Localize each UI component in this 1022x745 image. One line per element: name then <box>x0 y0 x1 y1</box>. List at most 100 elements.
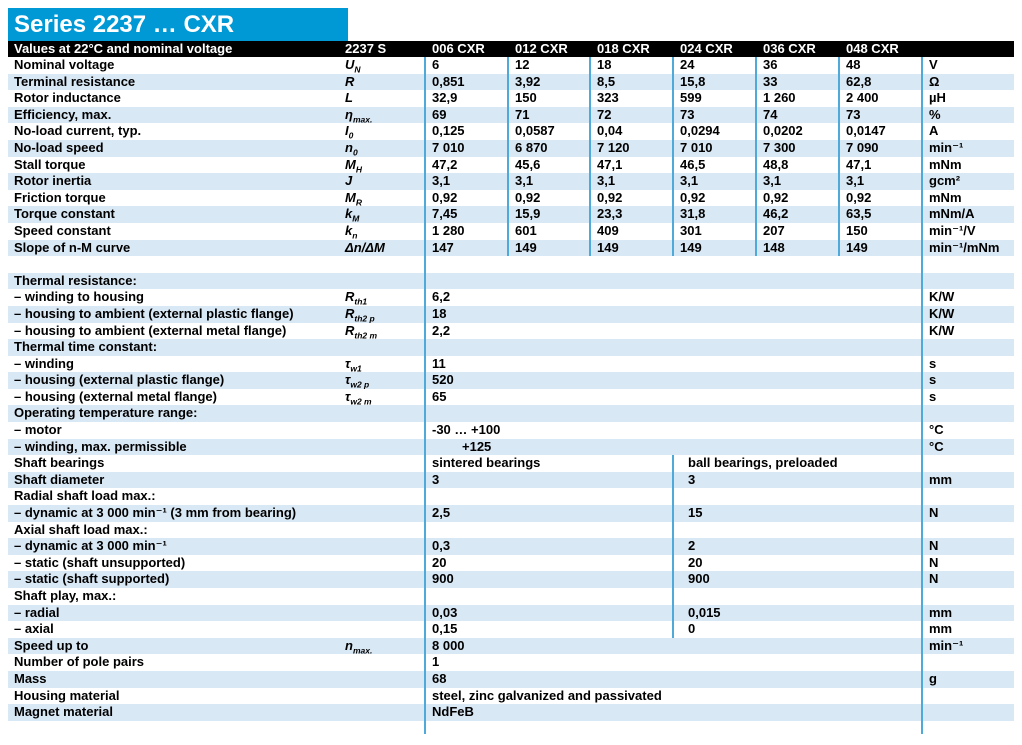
table-row: – radial 0,03 0,015 mm <box>8 604 1014 622</box>
value: 0,851 <box>432 73 465 89</box>
unit: µH <box>929 90 946 106</box>
value: 36 <box>763 57 778 72</box>
symbol: n0 <box>345 139 358 158</box>
value: 601 <box>515 222 537 238</box>
value: 149 <box>846 239 868 255</box>
table-header: Values at 22°C and nominal voltage 2237 … <box>8 41 1014 57</box>
table-row: Housing material steel, zinc galvanized … <box>8 688 1014 705</box>
table-row: – housing to ambient (external metal fla… <box>8 323 1014 340</box>
value: 63,5 <box>846 206 872 222</box>
unit: mm <box>929 621 953 637</box>
value: 0,125 <box>432 123 465 139</box>
unit: K/W <box>929 322 955 338</box>
value-right: ball bearings, preloaded <box>688 455 838 471</box>
value-right: 0,015 <box>688 604 721 620</box>
divider-bearing-split <box>672 455 674 638</box>
value: 65 <box>432 388 447 404</box>
value: 147 <box>432 239 454 255</box>
column-header: 006 CXR <box>432 41 485 56</box>
value-left: 20 <box>432 554 447 570</box>
row-label: – axial <box>14 621 54 637</box>
value: +125 <box>462 438 492 454</box>
value: 7 090 <box>846 139 879 155</box>
unit: min⁻¹/V <box>929 222 976 238</box>
value: 6,2 <box>432 289 451 305</box>
value: 15,8 <box>680 73 706 89</box>
symbol: ηmax. <box>345 106 373 125</box>
symbol: nmax. <box>345 637 373 656</box>
value-left: 3 <box>432 471 440 487</box>
column-header: 048 CXR <box>846 41 899 56</box>
value: 0,0294 <box>680 123 720 139</box>
row-label: Rotor inductance <box>14 90 121 106</box>
unit: g <box>929 670 937 686</box>
value: 3,1 <box>597 173 616 189</box>
value: 1 260 <box>763 90 796 106</box>
value: 73 <box>846 106 861 122</box>
row-label: No-load current, typ. <box>14 123 142 139</box>
value-left: sintered bearings <box>432 455 541 471</box>
value: 3,1 <box>763 173 782 189</box>
series-title: Series 2237 … CXR <box>8 8 348 41</box>
row-label: – dynamic at 3 000 min⁻¹ <box>14 538 167 554</box>
row-label: No-load speed <box>14 139 104 155</box>
unit: V <box>929 57 938 72</box>
row-label: Terminal resistance <box>14 73 136 89</box>
value: 0,92 <box>515 189 541 205</box>
table-row: Speed constant kn 1 280 601 409 301 207 … <box>8 223 1014 240</box>
unit: N <box>929 538 939 554</box>
value-right: 20 <box>688 554 703 570</box>
table-row: Speed up to nmax. 8 000 min⁻¹ <box>8 637 1014 656</box>
row-label: Stall torque <box>14 156 86 172</box>
value: 47,1 <box>846 156 872 172</box>
section-header-row: Axial shaft load max.: <box>8 522 1014 539</box>
table-row: Friction torque MR 0,92 0,92 0,92 0,92 0… <box>8 190 1014 207</box>
value: 3,1 <box>680 173 699 189</box>
value: 73 <box>680 106 695 122</box>
value: 149 <box>680 239 702 255</box>
value: 33 <box>763 73 778 89</box>
table-body: Nominal voltage UN 6 12 18 24 36 48 V Te… <box>8 57 1014 737</box>
table-row: Shaft diameter 3 3 mm <box>8 471 1014 489</box>
value: 0,92 <box>597 189 623 205</box>
unit: K/W <box>929 289 955 305</box>
column-header: 024 CXR <box>680 41 733 56</box>
section-label: Radial shaft load max.: <box>14 488 156 504</box>
table-row: – dynamic at 3 000 min⁻¹ (3 mm from bear… <box>8 505 1014 522</box>
value: 0,0587 <box>515 123 555 139</box>
value: 7 010 <box>432 139 465 155</box>
value: 520 <box>432 372 454 388</box>
value: 323 <box>597 90 619 106</box>
value: 3,1 <box>846 173 865 189</box>
value: 150 <box>515 90 537 106</box>
unit: s <box>929 372 937 388</box>
unit: mNm/A <box>929 206 975 222</box>
table-row: Terminal resistance R 0,851 3,92 8,5 15,… <box>8 73 1014 91</box>
symbol: I0 <box>345 123 354 141</box>
value: 7 010 <box>680 139 713 155</box>
section-label: Shaft play, max.: <box>14 588 117 603</box>
table-row: Mass 68 g <box>8 670 1014 688</box>
row-label: – static (shaft unsupported) <box>14 554 186 570</box>
value: 2,2 <box>432 322 451 338</box>
row-label: Efficiency, max. <box>14 106 112 122</box>
value: 3,1 <box>432 173 451 189</box>
value: 150 <box>846 222 868 238</box>
value: 71 <box>515 106 530 122</box>
section-header-row: Operating temperature range: <box>8 405 1014 423</box>
symbol: UN <box>345 57 361 75</box>
symbol: J <box>345 173 353 189</box>
value: 8 000 <box>432 637 465 653</box>
row-label: Rotor inertia <box>14 173 92 189</box>
value: 46,2 <box>763 206 789 222</box>
value: 0,92 <box>763 189 789 205</box>
value-right: 900 <box>688 571 710 587</box>
table-row: – winding, max. permissible +125 °C <box>8 438 1014 456</box>
symbol: R <box>345 73 355 89</box>
table-row: Shaft bearings sintered bearings ball be… <box>8 455 1014 472</box>
table-row: – winding to housing Rth1 6,2 K/W <box>8 289 1014 306</box>
header-series: 2237 S <box>345 41 387 56</box>
value: 409 <box>597 222 619 238</box>
row-label: – winding to housing <box>14 289 144 305</box>
unit: K/W <box>929 305 955 321</box>
